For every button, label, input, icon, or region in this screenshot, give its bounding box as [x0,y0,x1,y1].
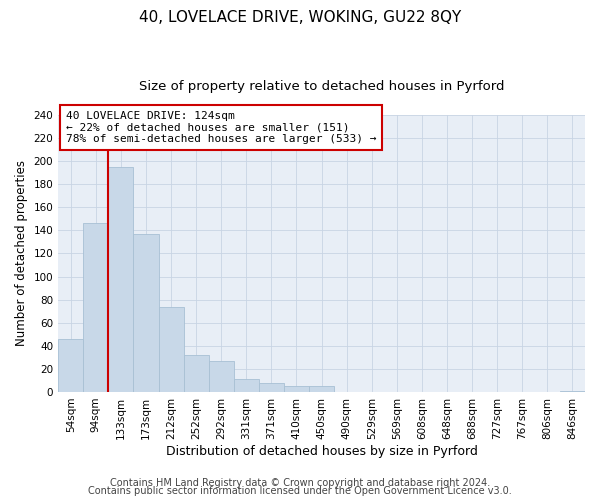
Bar [560,391,585,392]
Text: 40, LOVELACE DRIVE, WOKING, GU22 8QY: 40, LOVELACE DRIVE, WOKING, GU22 8QY [139,10,461,25]
Text: 40 LOVELACE DRIVE: 124sqm
← 22% of detached houses are smaller (151)
78% of semi: 40 LOVELACE DRIVE: 124sqm ← 22% of detac… [65,111,376,144]
Bar [158,306,184,392]
Bar [209,361,234,392]
Bar [184,355,209,392]
Bar [83,224,109,392]
Bar [259,382,284,392]
Bar [309,386,334,392]
Bar [58,339,83,392]
Title: Size of property relative to detached houses in Pyrford: Size of property relative to detached ho… [139,80,505,93]
Y-axis label: Number of detached properties: Number of detached properties [15,160,28,346]
Bar [234,380,259,392]
X-axis label: Distribution of detached houses by size in Pyrford: Distribution of detached houses by size … [166,444,478,458]
Bar [284,386,309,392]
Text: Contains HM Land Registry data © Crown copyright and database right 2024.: Contains HM Land Registry data © Crown c… [110,478,490,488]
Bar [109,167,133,392]
Text: Contains public sector information licensed under the Open Government Licence v3: Contains public sector information licen… [88,486,512,496]
Bar [133,234,158,392]
